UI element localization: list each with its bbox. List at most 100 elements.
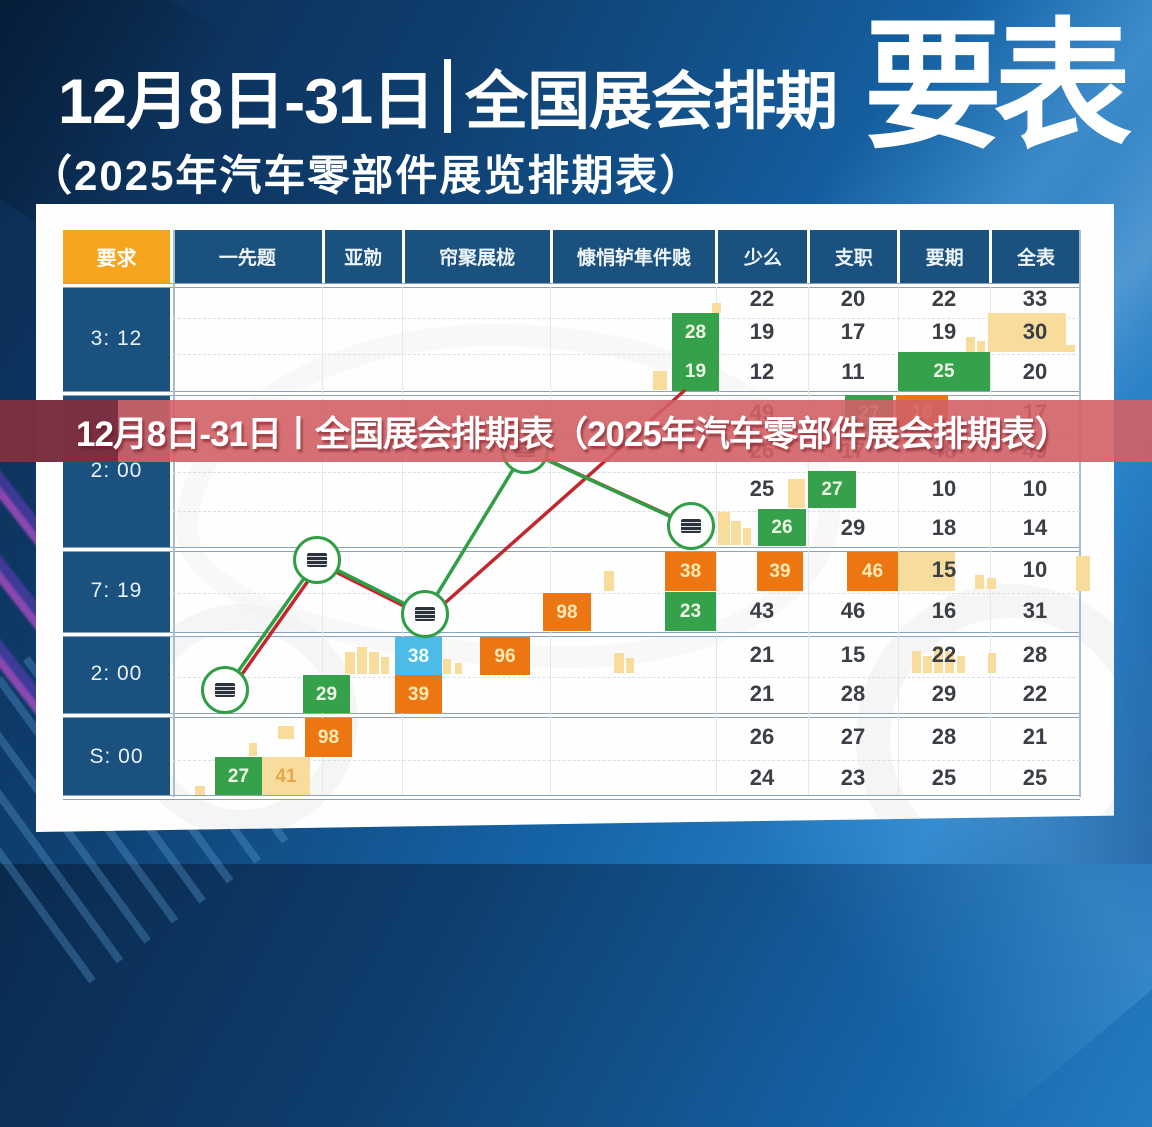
grid-value: 25 (1022, 765, 1048, 790)
grid-value: 28 (1022, 642, 1048, 667)
grid-value: 19 (749, 319, 775, 344)
grid-value: 29 (931, 681, 957, 706)
grid-value: 20 (1022, 359, 1048, 384)
bar-cell: 27 (808, 471, 856, 508)
grid-value: 18 (931, 515, 957, 540)
mini-bar (345, 652, 355, 674)
column-header: 支职 (810, 230, 898, 283)
grid-value: 22 (749, 286, 775, 311)
column-header: 要期 (900, 230, 990, 283)
event-marker (201, 666, 249, 714)
mini-bar (712, 303, 721, 313)
row-gridline (173, 472, 1080, 473)
mini-bar (653, 371, 667, 390)
column-header: 全表 (992, 230, 1081, 283)
mini-bar (381, 657, 389, 674)
bar-cell: 96 (480, 637, 530, 675)
mini-bar (957, 656, 965, 673)
row-gridline (173, 592, 1080, 594)
grid-value: 15 (931, 557, 957, 582)
mini-bar (369, 652, 379, 674)
title-date: 12月8日-31日 (58, 66, 435, 137)
mini-bar (743, 528, 751, 545)
mini-bar (614, 653, 624, 673)
page-title: 12月8日-31日 全国展会排期 (58, 46, 1118, 146)
section-divider (63, 391, 1080, 396)
bar-cell: 29 (303, 675, 350, 713)
grid-value: 31 (1022, 598, 1048, 623)
bar-cell: 39 (757, 552, 803, 591)
grid-value: 28 (931, 724, 957, 749)
column-header: 帘聚展栊 (404, 230, 550, 283)
event-marker (667, 502, 715, 550)
grid-value: 30 (1022, 319, 1048, 344)
table-column-headers: 一先题 亚勍 帘聚展栊 慷悁轳隼件贱 少么 支职 要期 全表 (173, 230, 1081, 283)
column-header: 少么 (718, 230, 808, 283)
bar-cell: 38 (665, 552, 716, 591)
mini-bar (923, 656, 932, 673)
bar-cell: 46 (847, 552, 898, 591)
bar-cell: 41 (262, 757, 310, 795)
gridline (898, 287, 899, 795)
grid-value: 46 (840, 598, 866, 623)
mini-bar (1076, 556, 1090, 591)
mini-bar (1066, 345, 1075, 352)
grid-value: 10 (931, 476, 957, 501)
mini-bar (278, 726, 294, 739)
trend-lines (223, 389, 693, 696)
grid-value: 22 (931, 642, 957, 667)
grid-value: 25 (749, 476, 775, 501)
grid-value: 10 (1022, 476, 1048, 501)
grid-value: 27 (840, 724, 866, 749)
bar-cell: 23 (665, 592, 716, 631)
grid-value: 21 (749, 642, 775, 667)
bar-cell: 39 (395, 675, 442, 713)
column-header: 一先题 (173, 230, 322, 283)
mini-bar (945, 651, 954, 673)
banner-text: 12月8日-31日丨全国展会排期表（2025年汽车零部件展会排期表） (76, 414, 1070, 454)
section-divider (63, 713, 1080, 718)
gridline (808, 287, 809, 795)
bar-cell: 98 (543, 593, 591, 631)
mini-bar (718, 512, 730, 545)
mini-bar (912, 651, 921, 673)
grid-value: 22 (931, 286, 957, 311)
time-label: 2: 00 (63, 635, 170, 713)
grid-value: 19 (931, 319, 957, 344)
time-label: 3: 12 (63, 286, 170, 391)
title-big-characters: 要表 (863, 8, 1132, 166)
row-gridline (173, 510, 1080, 512)
mini-bar (934, 646, 943, 673)
grid-value: 17 (840, 319, 866, 344)
bar-cell: 25 (898, 352, 990, 391)
event-marker (293, 536, 341, 584)
mini-bar (731, 521, 741, 545)
mini-bar (455, 663, 462, 674)
table-edge (173, 230, 175, 797)
grid-value: 21 (1022, 724, 1048, 749)
grid-value: 20 (840, 286, 866, 311)
grid-value: 24 (749, 765, 775, 790)
grid-value: 15 (840, 642, 866, 667)
section-divider (63, 547, 1080, 552)
bar-cell: 28 19 (672, 313, 719, 391)
section-divider (63, 795, 1080, 800)
title-divider (444, 59, 452, 133)
mini-bar (626, 658, 634, 673)
bar-cell: 26 (758, 509, 806, 546)
mini-bar (987, 578, 996, 589)
grid-value: 29 (840, 515, 866, 540)
row-gridline (173, 317, 1080, 319)
grid-value: 23 (840, 765, 866, 790)
section-divider (63, 632, 1080, 637)
schedule-table-card: 要求 一先题 亚勍 帘聚展栊 慷悁轳隼件贱 少么 支职 要期 全表 3: 12 2… (36, 204, 1114, 832)
grid-value: 28 (840, 681, 866, 706)
grid-value: 22 (1022, 681, 1048, 706)
column-header: 慷悁轳隼件贱 (552, 230, 716, 283)
grid-value: 21 (749, 681, 775, 706)
section-divider (63, 283, 1080, 288)
mini-bar (977, 341, 985, 352)
mini-bar (604, 571, 614, 591)
row-gridline (173, 676, 1080, 678)
grid-value: 10 (1022, 557, 1048, 582)
